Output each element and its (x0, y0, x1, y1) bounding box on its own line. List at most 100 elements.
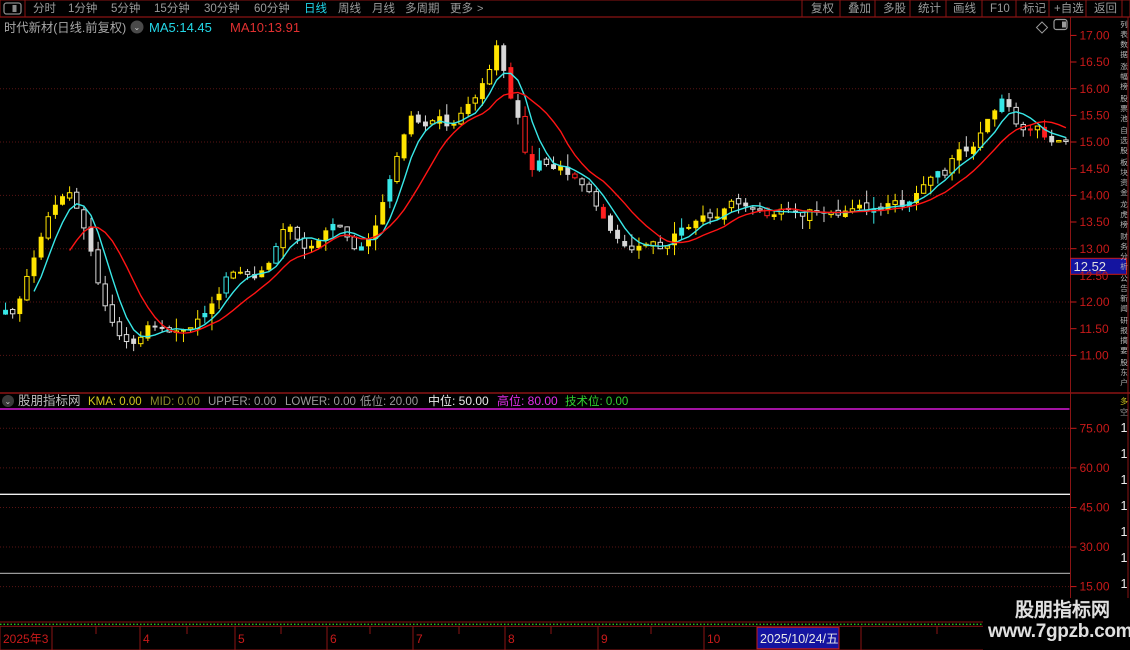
svg-text:MA5:14.45: MA5:14.45 (149, 20, 212, 35)
svg-text:技术位: 0.00: 技术位: 0.00 (565, 394, 628, 408)
svg-text:>: > (477, 3, 483, 15)
svg-text:7: 7 (416, 632, 423, 646)
svg-text:榜: 榜 (1120, 219, 1128, 229)
svg-text:⌄: ⌄ (5, 397, 12, 406)
svg-text:45.00: 45.00 (1080, 501, 1110, 515)
svg-text:14.00: 14.00 (1080, 189, 1110, 203)
svg-text:5: 5 (238, 632, 245, 646)
svg-text:14.50: 14.50 (1080, 162, 1110, 176)
svg-text:统计: 统计 (918, 2, 941, 15)
svg-text:分: 分 (1120, 252, 1128, 261)
svg-text:自: 自 (1120, 125, 1128, 135)
svg-text:池: 池 (1120, 113, 1128, 123)
svg-text:据: 据 (1120, 50, 1128, 59)
svg-text:1: 1 (1121, 499, 1128, 513)
svg-text:周线: 周线 (338, 1, 361, 15)
svg-text:资: 资 (1120, 177, 1128, 187)
svg-text:12.00: 12.00 (1080, 295, 1110, 309)
svg-text:票: 票 (1120, 104, 1128, 113)
svg-text:UPPER: 0.00: UPPER: 0.00 (208, 396, 276, 408)
svg-text:财: 财 (1120, 231, 1128, 241)
svg-text:要: 要 (1120, 346, 1128, 355)
svg-text:15.50: 15.50 (1080, 109, 1110, 123)
svg-text:中位: 50.00: 中位: 50.00 (428, 393, 489, 408)
svg-text:15.00: 15.00 (1080, 135, 1110, 149)
svg-text:2025/10/24/五: 2025/10/24/五 (760, 632, 839, 646)
svg-text:股朋指标网: 股朋指标网 (1015, 599, 1110, 621)
svg-text:60分钟: 60分钟 (254, 1, 290, 15)
svg-text:虎: 虎 (1120, 209, 1128, 219)
svg-text:数: 数 (1120, 39, 1128, 49)
svg-text:www.7gpzb.com: www.7gpzb.com (987, 621, 1130, 642)
svg-text:1分钟: 1分钟 (68, 1, 97, 15)
svg-text:务: 务 (1120, 241, 1128, 251)
svg-text:榜: 榜 (1120, 81, 1128, 91)
svg-text:摘: 摘 (1120, 335, 1128, 345)
svg-text:13.50: 13.50 (1080, 215, 1110, 229)
svg-text:多股: 多股 (883, 1, 906, 15)
svg-text:日线: 日线 (304, 1, 327, 15)
svg-text:闻: 闻 (1120, 304, 1128, 313)
svg-text:30.00: 30.00 (1080, 540, 1110, 554)
svg-text:11.00: 11.00 (1080, 349, 1109, 363)
svg-text:低位: 20.00: 低位: 20.00 (360, 394, 418, 408)
svg-text:KMA: 0.00: KMA: 0.00 (88, 396, 142, 408)
svg-text:9: 9 (601, 632, 608, 646)
svg-text:MID: 0.00: MID: 0.00 (150, 396, 200, 408)
svg-text:告: 告 (1120, 283, 1128, 293)
svg-text:1: 1 (1121, 551, 1128, 565)
svg-text:龙: 龙 (1120, 199, 1128, 209)
svg-text:叠加: 叠加 (848, 2, 871, 15)
svg-text:画线: 画线 (953, 1, 976, 15)
svg-text:LOWER: 0.00: LOWER: 0.00 (285, 396, 356, 408)
svg-text:月线: 月线 (372, 1, 395, 15)
svg-text:13.00: 13.00 (1080, 242, 1110, 256)
svg-text:17.00: 17.00 (1080, 29, 1110, 43)
svg-text:报: 报 (1120, 325, 1128, 335)
svg-text:4: 4 (143, 632, 150, 646)
svg-text:幅: 幅 (1120, 71, 1128, 81)
svg-text:11.50: 11.50 (1080, 322, 1109, 336)
svg-text:75.00: 75.00 (1080, 421, 1110, 435)
svg-text:2025年3: 2025年3 (3, 632, 49, 646)
svg-text:MA10:13.91: MA10:13.91 (230, 20, 300, 35)
svg-text:返回: 返回 (1094, 2, 1117, 15)
svg-text:金: 金 (1120, 187, 1128, 197)
svg-text:分时: 分时 (33, 2, 56, 15)
svg-text:空: 空 (1120, 407, 1128, 417)
svg-text:新: 新 (1120, 293, 1128, 303)
svg-text:+自选: +自选 (1054, 2, 1084, 15)
svg-text:析: 析 (1120, 261, 1128, 271)
svg-text:涨: 涨 (1120, 61, 1128, 71)
svg-text:股: 股 (1120, 358, 1128, 367)
svg-text:时代新材(日线.前复权): 时代新材(日线.前复权) (4, 20, 126, 35)
svg-text:标记: 标记 (1023, 2, 1046, 15)
svg-text:板: 板 (1120, 157, 1128, 167)
svg-text:表: 表 (1120, 29, 1128, 39)
svg-text:15分钟: 15分钟 (154, 1, 190, 15)
svg-text:30分钟: 30分钟 (204, 1, 240, 15)
svg-text:多: 多 (1120, 396, 1128, 406)
svg-text:股: 股 (1120, 94, 1128, 103)
svg-text:F10: F10 (990, 3, 1010, 15)
svg-text:10: 10 (707, 632, 721, 646)
svg-text:更多: 更多 (450, 1, 473, 15)
svg-text:1: 1 (1121, 473, 1128, 487)
svg-text:多周期: 多周期 (405, 1, 440, 15)
svg-text:8: 8 (508, 632, 515, 646)
svg-text:列: 列 (1120, 19, 1128, 29)
svg-text:块: 块 (1120, 167, 1128, 177)
svg-text:高位: 80.00: 高位: 80.00 (497, 393, 558, 408)
svg-text:复权: 复权 (811, 2, 834, 15)
svg-text:1: 1 (1121, 577, 1128, 591)
svg-text:5分钟: 5分钟 (111, 1, 140, 15)
svg-text:1: 1 (1121, 421, 1128, 435)
svg-text:⌄: ⌄ (134, 23, 141, 32)
svg-text:公: 公 (1120, 274, 1128, 283)
svg-text:户: 户 (1120, 377, 1128, 387)
svg-text:15.00: 15.00 (1080, 580, 1110, 594)
svg-text:1: 1 (1121, 525, 1128, 539)
svg-text:16.50: 16.50 (1080, 55, 1110, 69)
svg-text:16.00: 16.00 (1080, 82, 1110, 96)
svg-text:12.50: 12.50 (1080, 271, 1109, 283)
